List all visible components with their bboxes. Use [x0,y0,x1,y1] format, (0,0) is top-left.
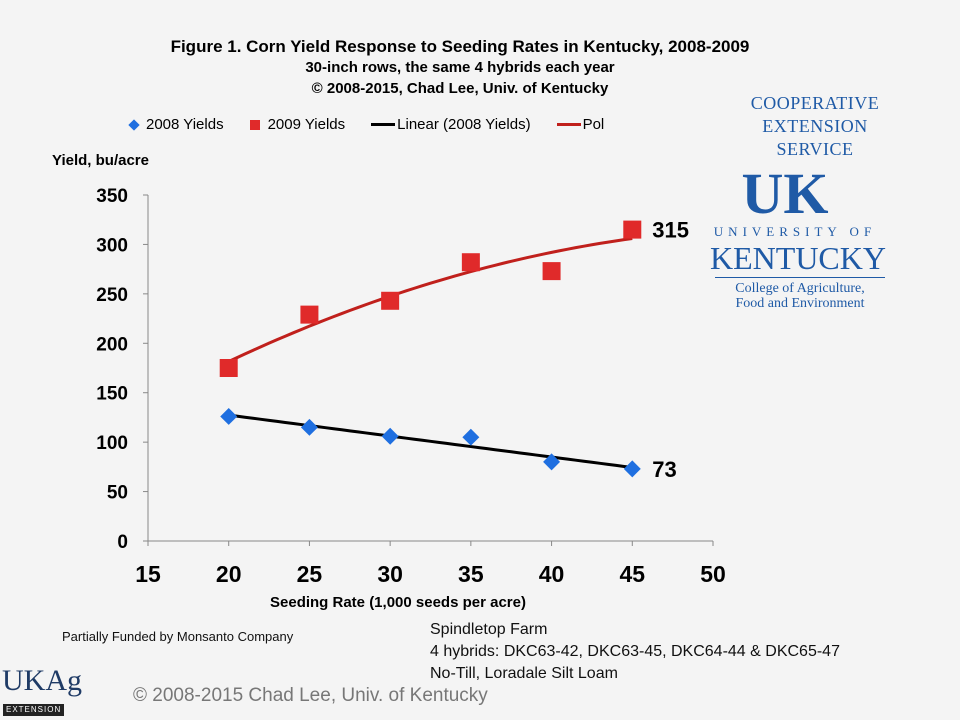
legend-label: Pol [582,116,605,133]
logo-text: COOPERATIVE [750,93,880,113]
x-tick-label: 35 [458,561,484,587]
funding-note: Partially Funded by Monsanto Company [62,629,294,644]
ukag-logo-sub: EXTENSION [3,704,65,716]
farm-line: No-Till, Loradale Silt Loam [430,665,618,682]
legend-label: 2008 Yields [146,116,224,133]
data-point-diamond [220,407,238,425]
y-tick-label: 200 [96,334,128,355]
line-icon [371,123,396,126]
legend-label: 2009 Yields [267,116,346,133]
logo-text: EXTENSION [762,116,868,136]
x-tick-label: 25 [297,561,323,587]
farm-info: Spindletop Farm 4 hybrids: DKC63-42, DKC… [430,619,840,685]
y-tick-label: 300 [96,235,128,256]
trendline-linear [228,413,633,470]
legend: 2008 Yields 2009 Yields Linear (2008 Yie… [128,116,630,133]
data-point-diamond [381,427,399,445]
y-tick-label: 50 [107,483,128,504]
uk-logo-college: College of Agriculture, Food and Environ… [715,277,885,311]
data-point-square [219,359,238,377]
uk-logo-mark: UK [741,161,829,226]
logo-text: College of Agriculture, [735,281,865,296]
line-icon [556,123,581,126]
data-point-square [381,291,400,310]
data-point-diamond [300,418,318,436]
legend-label: Linear (2008 Yields) [397,116,531,133]
x-tick-label: 30 [377,561,403,587]
y-tick-label: 0 [117,532,128,553]
x-tick-label: 45 [619,561,645,587]
uk-logo-kentucky: KENTUCKY [710,240,886,276]
x-axis-label: Seeding Rate (1,000 seeds per acre) [270,594,526,611]
cooperative-extension-logo: COOPERATIVE EXTENSION SERVICE [720,92,910,161]
y-tick-label: 150 [96,384,128,405]
y-tick-label: 250 [96,285,128,306]
data-annotation: 315 [652,218,689,243]
x-tick-label: 20 [216,561,242,587]
x-tick-label: 15 [135,561,161,587]
y-tick-label: 350 [96,186,128,207]
data-point-square [461,253,480,272]
square-icon [249,119,260,130]
legend-item-poly: Pol [556,116,605,133]
legend-item-linear: Linear (2008 Yields) [371,116,531,133]
data-point-square [300,305,319,324]
data-annotation: 73 [652,457,676,482]
trendline-polynomial [228,237,633,363]
ukag-logo: UKAg [2,664,82,697]
x-tick-label: 40 [539,561,565,587]
chart-title: Figure 1. Corn Yield Response to Seeding… [170,37,750,56]
data-point-diamond [462,428,480,446]
farm-line: 4 hybrids: DKC63-42, DKC63-45, DKC64-44 … [430,643,840,660]
logo-text: Food and Environment [735,296,865,311]
legend-item-2008: 2008 Yields [128,116,224,133]
x-tick-label: 50 [700,561,726,587]
y-axis-label: Yield, bu/acre [52,152,149,169]
chart-subtitle-2: © 2008-2015, Chad Lee, Univ. of Kentucky [311,80,609,97]
data-point-diamond [543,453,561,471]
data-point-square [623,220,642,239]
uk-logo-univ: UNIVERSITY OF [713,224,877,239]
farm-line: Spindletop Farm [430,621,548,638]
chart-subtitle-1: 30-inch rows, the same 4 hybrids each ye… [305,59,615,76]
legend-item-2009: 2009 Yields [249,116,346,133]
logo-text: SERVICE [776,139,854,159]
y-tick-label: 100 [96,433,128,454]
copyright-footer: © 2008-2015 Chad Lee, Univ. of Kentucky [133,685,488,706]
data-point-diamond [623,460,641,478]
data-point-square [542,262,561,281]
